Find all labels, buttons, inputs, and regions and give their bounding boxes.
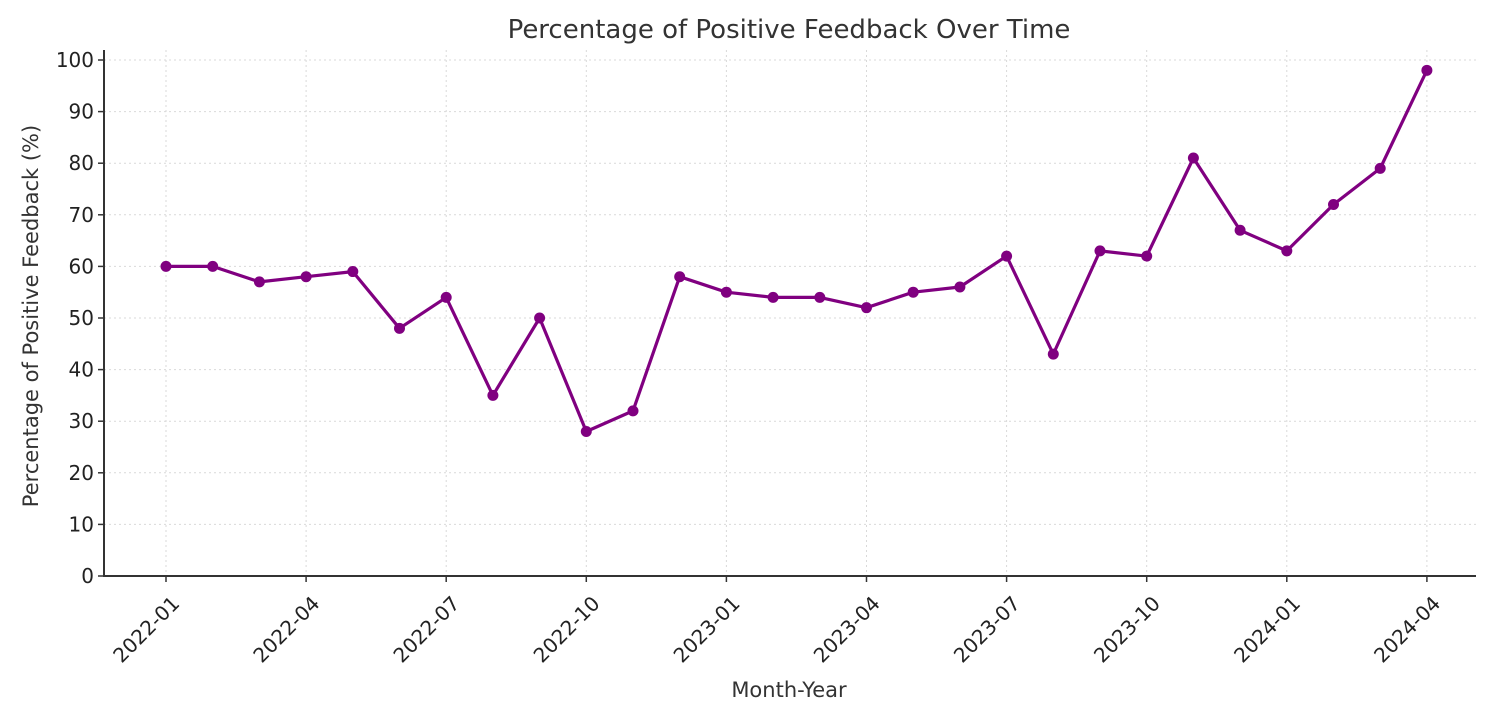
data-point [1141,250,1153,262]
data-point [207,260,219,272]
data-point [300,271,312,283]
data-point [160,260,172,272]
x-tick-label: 2023-01 [669,591,745,667]
data-point [861,302,872,314]
y-axis-label: Percentage of Positive Feedback (%) [19,125,43,507]
data-point [627,405,639,417]
x-tick-label: 2022-10 [529,591,605,667]
data-point [440,291,452,303]
x-tick-label: 2024-01 [1229,591,1305,667]
axes [98,50,1476,582]
data-point [487,389,499,401]
data-point [767,291,779,303]
data-point [1281,245,1293,257]
data-point [1094,245,1106,257]
y-tick-label: 90 [69,100,94,124]
data-point [1047,348,1059,360]
data-point [720,286,732,298]
grid [104,50,1476,577]
y-tick-label: 70 [69,203,94,227]
data-point [1187,152,1199,164]
data-point [954,281,966,293]
data-point [674,271,686,283]
y-tick-label: 30 [69,409,94,433]
data-point [1421,64,1433,76]
x-tick-label: 2023-07 [949,591,1025,667]
data-point [814,291,826,303]
data-point [347,266,359,278]
y-tick-label: 10 [69,512,94,536]
data-point [1001,250,1013,262]
chart-title: Percentage of Positive Feedback Over Tim… [508,15,1071,45]
x-tick-label: 2022-07 [388,591,464,667]
data-series [160,64,1433,438]
y-tick-label: 60 [69,254,94,278]
data-point [907,286,919,298]
data-point [534,312,546,324]
y-tick-label: 80 [69,151,94,175]
y-tick-label: 0 [81,564,94,588]
data-point [1234,224,1246,236]
x-tick-label: 2023-10 [1089,591,1165,667]
data-point [1374,162,1386,174]
y-tick-label: 50 [69,306,94,330]
y-tick-label: 40 [69,358,94,382]
data-point [1328,198,1339,210]
series-line [164,68,1429,434]
x-tick-label: 2022-04 [248,591,324,667]
y-tick-label: 100 [56,48,94,72]
x-tick-label: 2024-04 [1369,591,1445,667]
tick-labels: 0 10 20 30 40 50 60 70 80 90 100 2022-01 2022-04 2022… [56,48,1445,667]
data-point [394,322,405,334]
x-tick-label: 2023-04 [809,591,885,667]
data-point [253,276,265,288]
x-tick-label: 2022-01 [108,591,184,667]
x-axis-label: Month-Year [731,678,847,702]
data-point [580,426,592,438]
y-tick-label: 20 [69,461,94,485]
